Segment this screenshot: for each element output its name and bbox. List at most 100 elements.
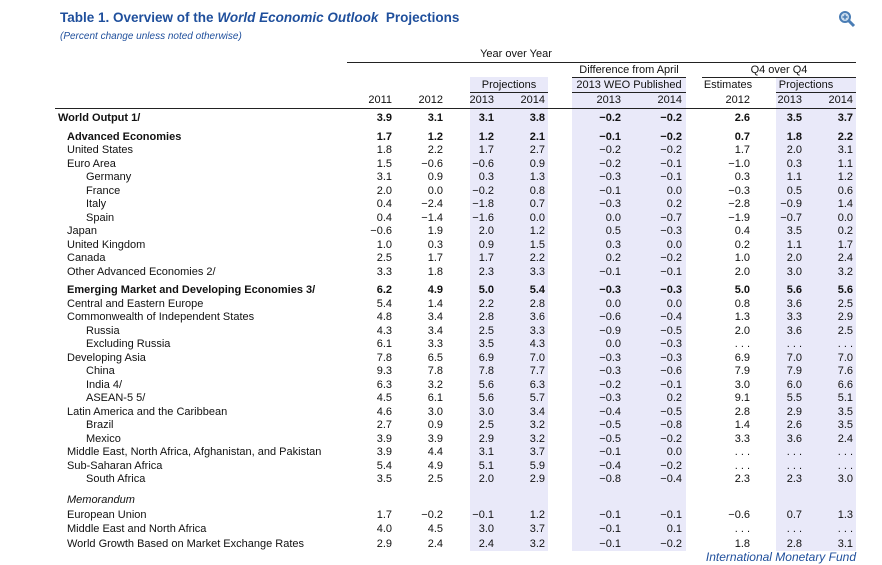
- year-header: 2013: [469, 94, 494, 106]
- cell: 1.3: [837, 508, 853, 521]
- cell: 3.9: [376, 446, 392, 458]
- column-shade: [572, 77, 686, 551]
- cell: 7.6: [837, 365, 853, 377]
- cell: −0.1: [599, 508, 621, 521]
- cell: 3.7: [529, 446, 545, 458]
- cell: −2.8: [728, 198, 750, 210]
- cell: 7.9: [734, 365, 750, 377]
- cell: . . .: [786, 446, 802, 458]
- row-label: Mexico: [86, 432, 121, 445]
- row-label: Other Advanced Economies 2/: [67, 265, 216, 278]
- cell: 3.4: [427, 324, 443, 337]
- cell: −0.3: [599, 365, 621, 377]
- cell: −0.7: [660, 211, 682, 224]
- cell: 4.5: [376, 392, 392, 404]
- cell: 0.0: [605, 297, 621, 310]
- cell: 3.8: [529, 112, 545, 124]
- cell: 4.9: [427, 459, 443, 472]
- row-label: World Growth Based on Market Exchange Ra…: [67, 537, 305, 550]
- cell: 0.3: [605, 238, 621, 251]
- cell: 0.0: [605, 211, 621, 224]
- column-shade: [470, 77, 548, 551]
- cell: 3.0: [478, 523, 494, 536]
- cell: 3.7: [837, 112, 853, 124]
- cell: −0.1: [599, 446, 621, 458]
- row-label: Latin America and the Caribbean: [67, 405, 228, 418]
- cell: 3.4: [529, 405, 545, 418]
- cell: 3.2: [529, 432, 545, 445]
- cell: 3.9: [376, 432, 392, 445]
- cell: 1.1: [837, 157, 853, 170]
- cell: 3.5: [376, 473, 392, 485]
- cell: 1.5: [529, 238, 545, 251]
- cell: −0.6: [472, 157, 494, 170]
- cell: 2.9: [376, 537, 392, 550]
- cell: 3.3: [786, 311, 802, 323]
- cell: −0.4: [599, 405, 621, 418]
- cell: 2.3: [478, 265, 494, 278]
- header-rule: [347, 62, 856, 63]
- cell: . . .: [734, 446, 750, 458]
- row-label: Developing Asia: [67, 351, 146, 364]
- cell: 5.6: [786, 284, 802, 296]
- cell: 3.0: [427, 405, 443, 418]
- cell: 6.6: [837, 378, 853, 391]
- cell: −0.3: [599, 351, 621, 364]
- cell: . . .: [837, 446, 853, 458]
- group-header: Projections: [778, 79, 834, 91]
- header-rule: [776, 92, 856, 93]
- header-rule: [55, 108, 856, 109]
- cell: 1.7: [427, 252, 443, 264]
- cell: 2.2: [529, 252, 545, 264]
- cell: 5.5: [786, 392, 802, 404]
- year-header: 2012: [725, 94, 750, 106]
- cell: 2.8: [529, 297, 545, 310]
- row-label: United States: [67, 144, 134, 156]
- cell: 0.3: [786, 157, 802, 170]
- cell: 3.2: [529, 537, 545, 550]
- cell: −0.6: [728, 508, 750, 521]
- cell: −0.4: [660, 473, 682, 485]
- section-title: Memorandum: [67, 493, 135, 506]
- cell: −0.2: [472, 184, 494, 197]
- cell: 1.2: [837, 171, 853, 183]
- cell: 2.2: [837, 130, 853, 143]
- group-header: Q4 over Q4: [750, 64, 808, 76]
- row-label: Brazil: [86, 419, 114, 431]
- cell: . . .: [837, 523, 853, 536]
- cell: −0.3: [660, 351, 682, 364]
- cell: 3.6: [786, 432, 802, 445]
- cell: 3.5: [478, 338, 494, 350]
- cell: 7.0: [837, 351, 853, 364]
- header-rule: [572, 92, 686, 93]
- cell: −0.1: [599, 130, 621, 143]
- group-header: Difference from April: [579, 64, 679, 76]
- zoom-icon[interactable]: [838, 10, 856, 28]
- cell: 3.2: [529, 419, 545, 431]
- cell: −0.9: [780, 198, 802, 210]
- cell: 2.0: [786, 252, 802, 264]
- cell: 1.7: [376, 130, 392, 143]
- cell: 5.4: [376, 459, 392, 472]
- cell: 1.0: [376, 238, 392, 251]
- cell: 3.7: [529, 523, 545, 536]
- cell: 3.4: [427, 311, 443, 323]
- cell: 1.7: [478, 144, 494, 156]
- cell: 5.1: [837, 392, 853, 404]
- cell: 1.7: [478, 252, 494, 264]
- cell: −0.2: [421, 508, 443, 521]
- cell: 6.9: [734, 351, 750, 364]
- cell: −0.2: [660, 537, 682, 550]
- cell: 2.4: [478, 537, 494, 550]
- cell: 2.0: [478, 473, 494, 485]
- row-label: Emerging Market and Developing Economies…: [67, 284, 316, 296]
- cell: −1.4: [421, 211, 443, 224]
- title: Table 1. Overview of the World Economic …: [60, 10, 459, 26]
- cell: 2.8: [786, 537, 802, 550]
- row-label: ASEAN-5 5/: [86, 392, 146, 404]
- cell: −0.1: [660, 171, 682, 183]
- cell: 7.0: [786, 351, 802, 364]
- cell: −0.7: [780, 211, 802, 224]
- cell: −0.2: [599, 144, 621, 156]
- cell: . . .: [786, 523, 802, 536]
